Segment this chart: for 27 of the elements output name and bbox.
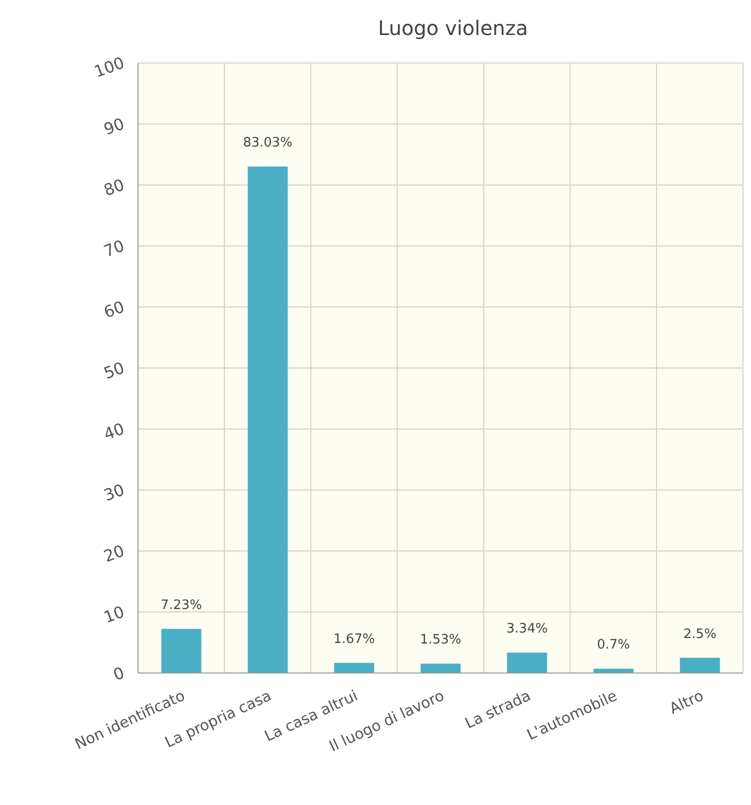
x-tick-label: Altro	[666, 686, 706, 718]
y-tick-label: 80	[101, 175, 127, 200]
chart-title: Luogo violenza	[377, 15, 529, 42]
y-tick-label: 70	[101, 236, 127, 261]
y-tick-label: 50	[101, 358, 127, 383]
bar	[593, 668, 634, 673]
y-tick-label: 30	[101, 480, 127, 505]
data-label: 7.23%	[160, 598, 202, 613]
y-tick-label: 40	[101, 419, 127, 444]
bar	[334, 662, 374, 673]
y-tick-label: 60	[101, 297, 127, 322]
data-label: 2.5%	[683, 626, 716, 642]
y-tick-label: 100	[92, 53, 127, 82]
bar	[161, 628, 202, 673]
data-label: 83.03%	[242, 136, 293, 151]
bar	[420, 664, 461, 673]
bar	[248, 166, 288, 673]
data-label: 1.67%	[334, 632, 375, 647]
bar	[507, 652, 548, 673]
data-label: 0.7%	[596, 638, 630, 653]
y-tick-label: 10	[101, 602, 127, 627]
y-tick-label: 0	[110, 663, 127, 684]
data-label: 1.53%	[420, 632, 462, 648]
y-tick-label: 20	[101, 541, 127, 566]
bar	[680, 658, 720, 673]
y-tick-label: 90	[101, 114, 127, 139]
data-label: 3.34%	[506, 622, 548, 637]
